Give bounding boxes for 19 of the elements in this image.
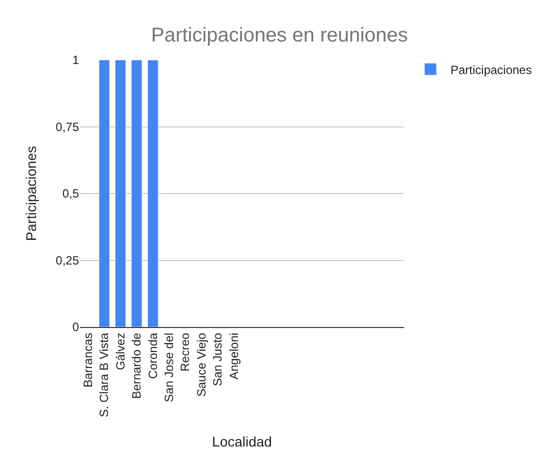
x-tick-label: Bernardo de bbox=[130, 332, 144, 399]
y-tick-label: 0 bbox=[72, 320, 80, 334]
x-axis-title: Localidad bbox=[212, 434, 272, 450]
legend-label: Participaciones bbox=[450, 62, 532, 77]
y-tick-label: 1 bbox=[72, 53, 80, 68]
x-tick-label: Recreo bbox=[178, 332, 192, 372]
x-tick-label: Angeloni bbox=[226, 332, 241, 380]
y-tick-label: 0,25 bbox=[56, 253, 80, 268]
x-tick-label: San Jose del bbox=[162, 332, 176, 402]
y-tick-label: 0,75 bbox=[56, 120, 80, 134]
x-tick-label: Gálvez bbox=[113, 332, 128, 370]
x-tick-label: Barrancas bbox=[81, 332, 95, 388]
y-tick-label: 0,5 bbox=[62, 186, 80, 201]
y-axis-title: Participaciones bbox=[23, 146, 40, 241]
x-tick-label: Coronda bbox=[146, 332, 160, 379]
chart-title: Participaciones en reuniones bbox=[151, 24, 408, 47]
x-tick-label: San Justo bbox=[210, 332, 225, 386]
x-tick-label: Sauce Viejo bbox=[194, 332, 208, 397]
x-tick-label: S. Clara B Vista bbox=[97, 332, 112, 418]
